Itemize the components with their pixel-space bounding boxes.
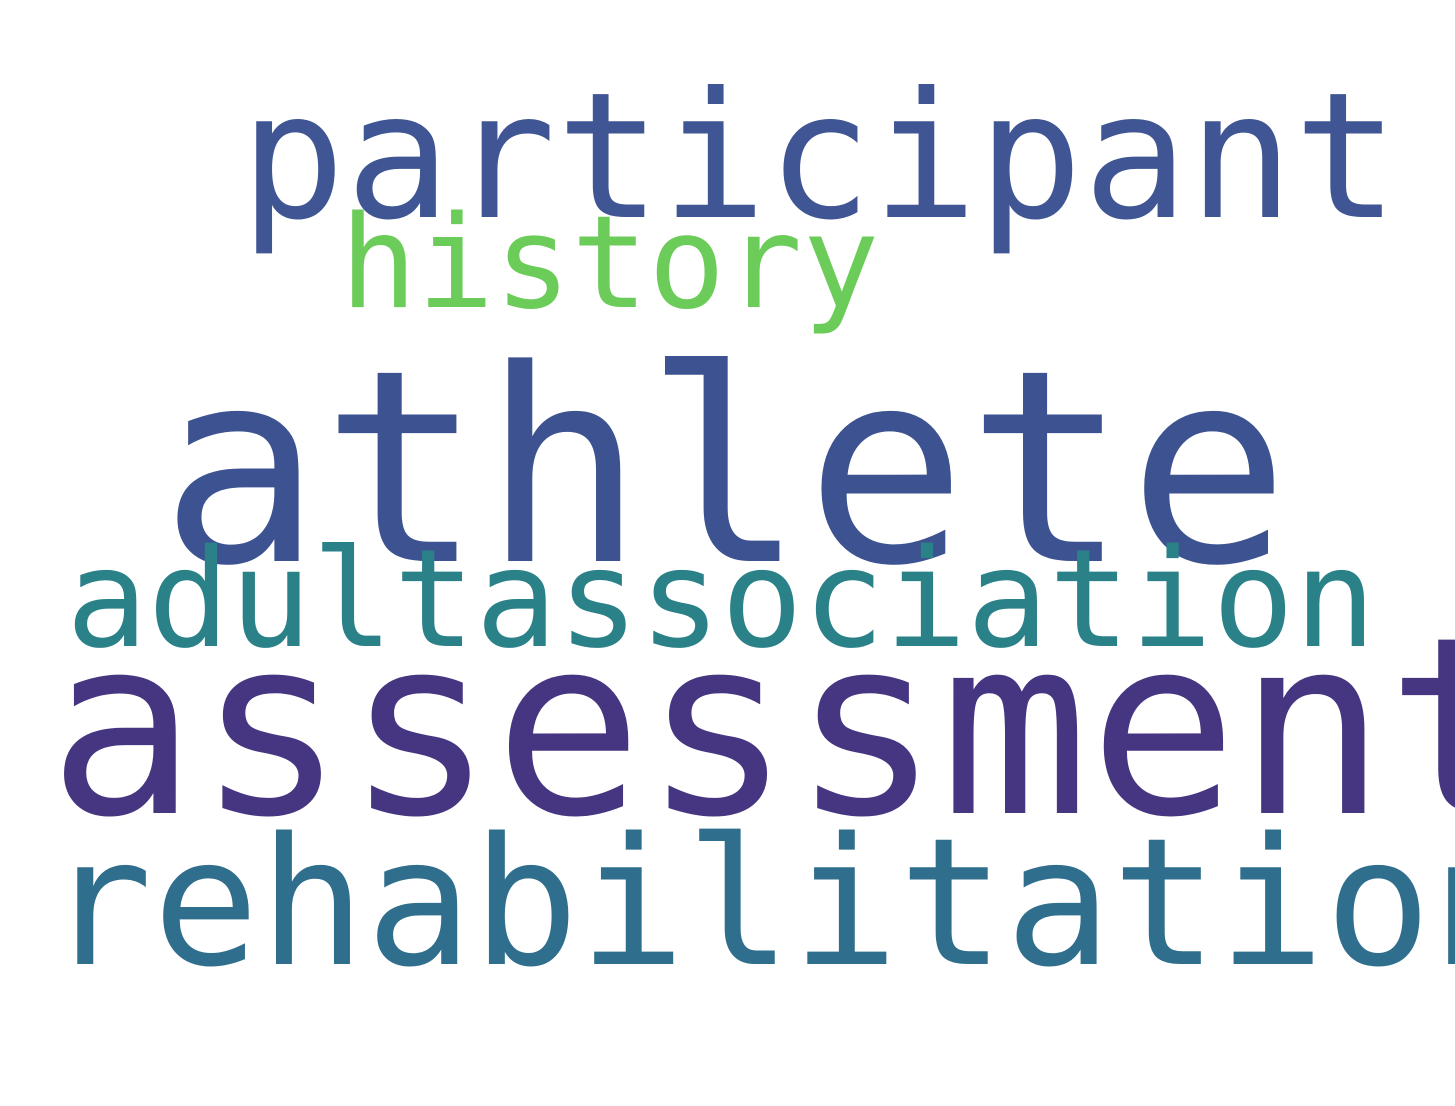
word-history: history xyxy=(340,189,880,338)
word-assessment: assessment xyxy=(48,585,1455,872)
word-rehabilitation: rehabilitation xyxy=(46,800,1455,1006)
word-athlete: athlete xyxy=(160,313,1290,625)
word-participant: participant xyxy=(240,56,1399,259)
word-adultassociation: adultassociation xyxy=(66,521,1377,679)
